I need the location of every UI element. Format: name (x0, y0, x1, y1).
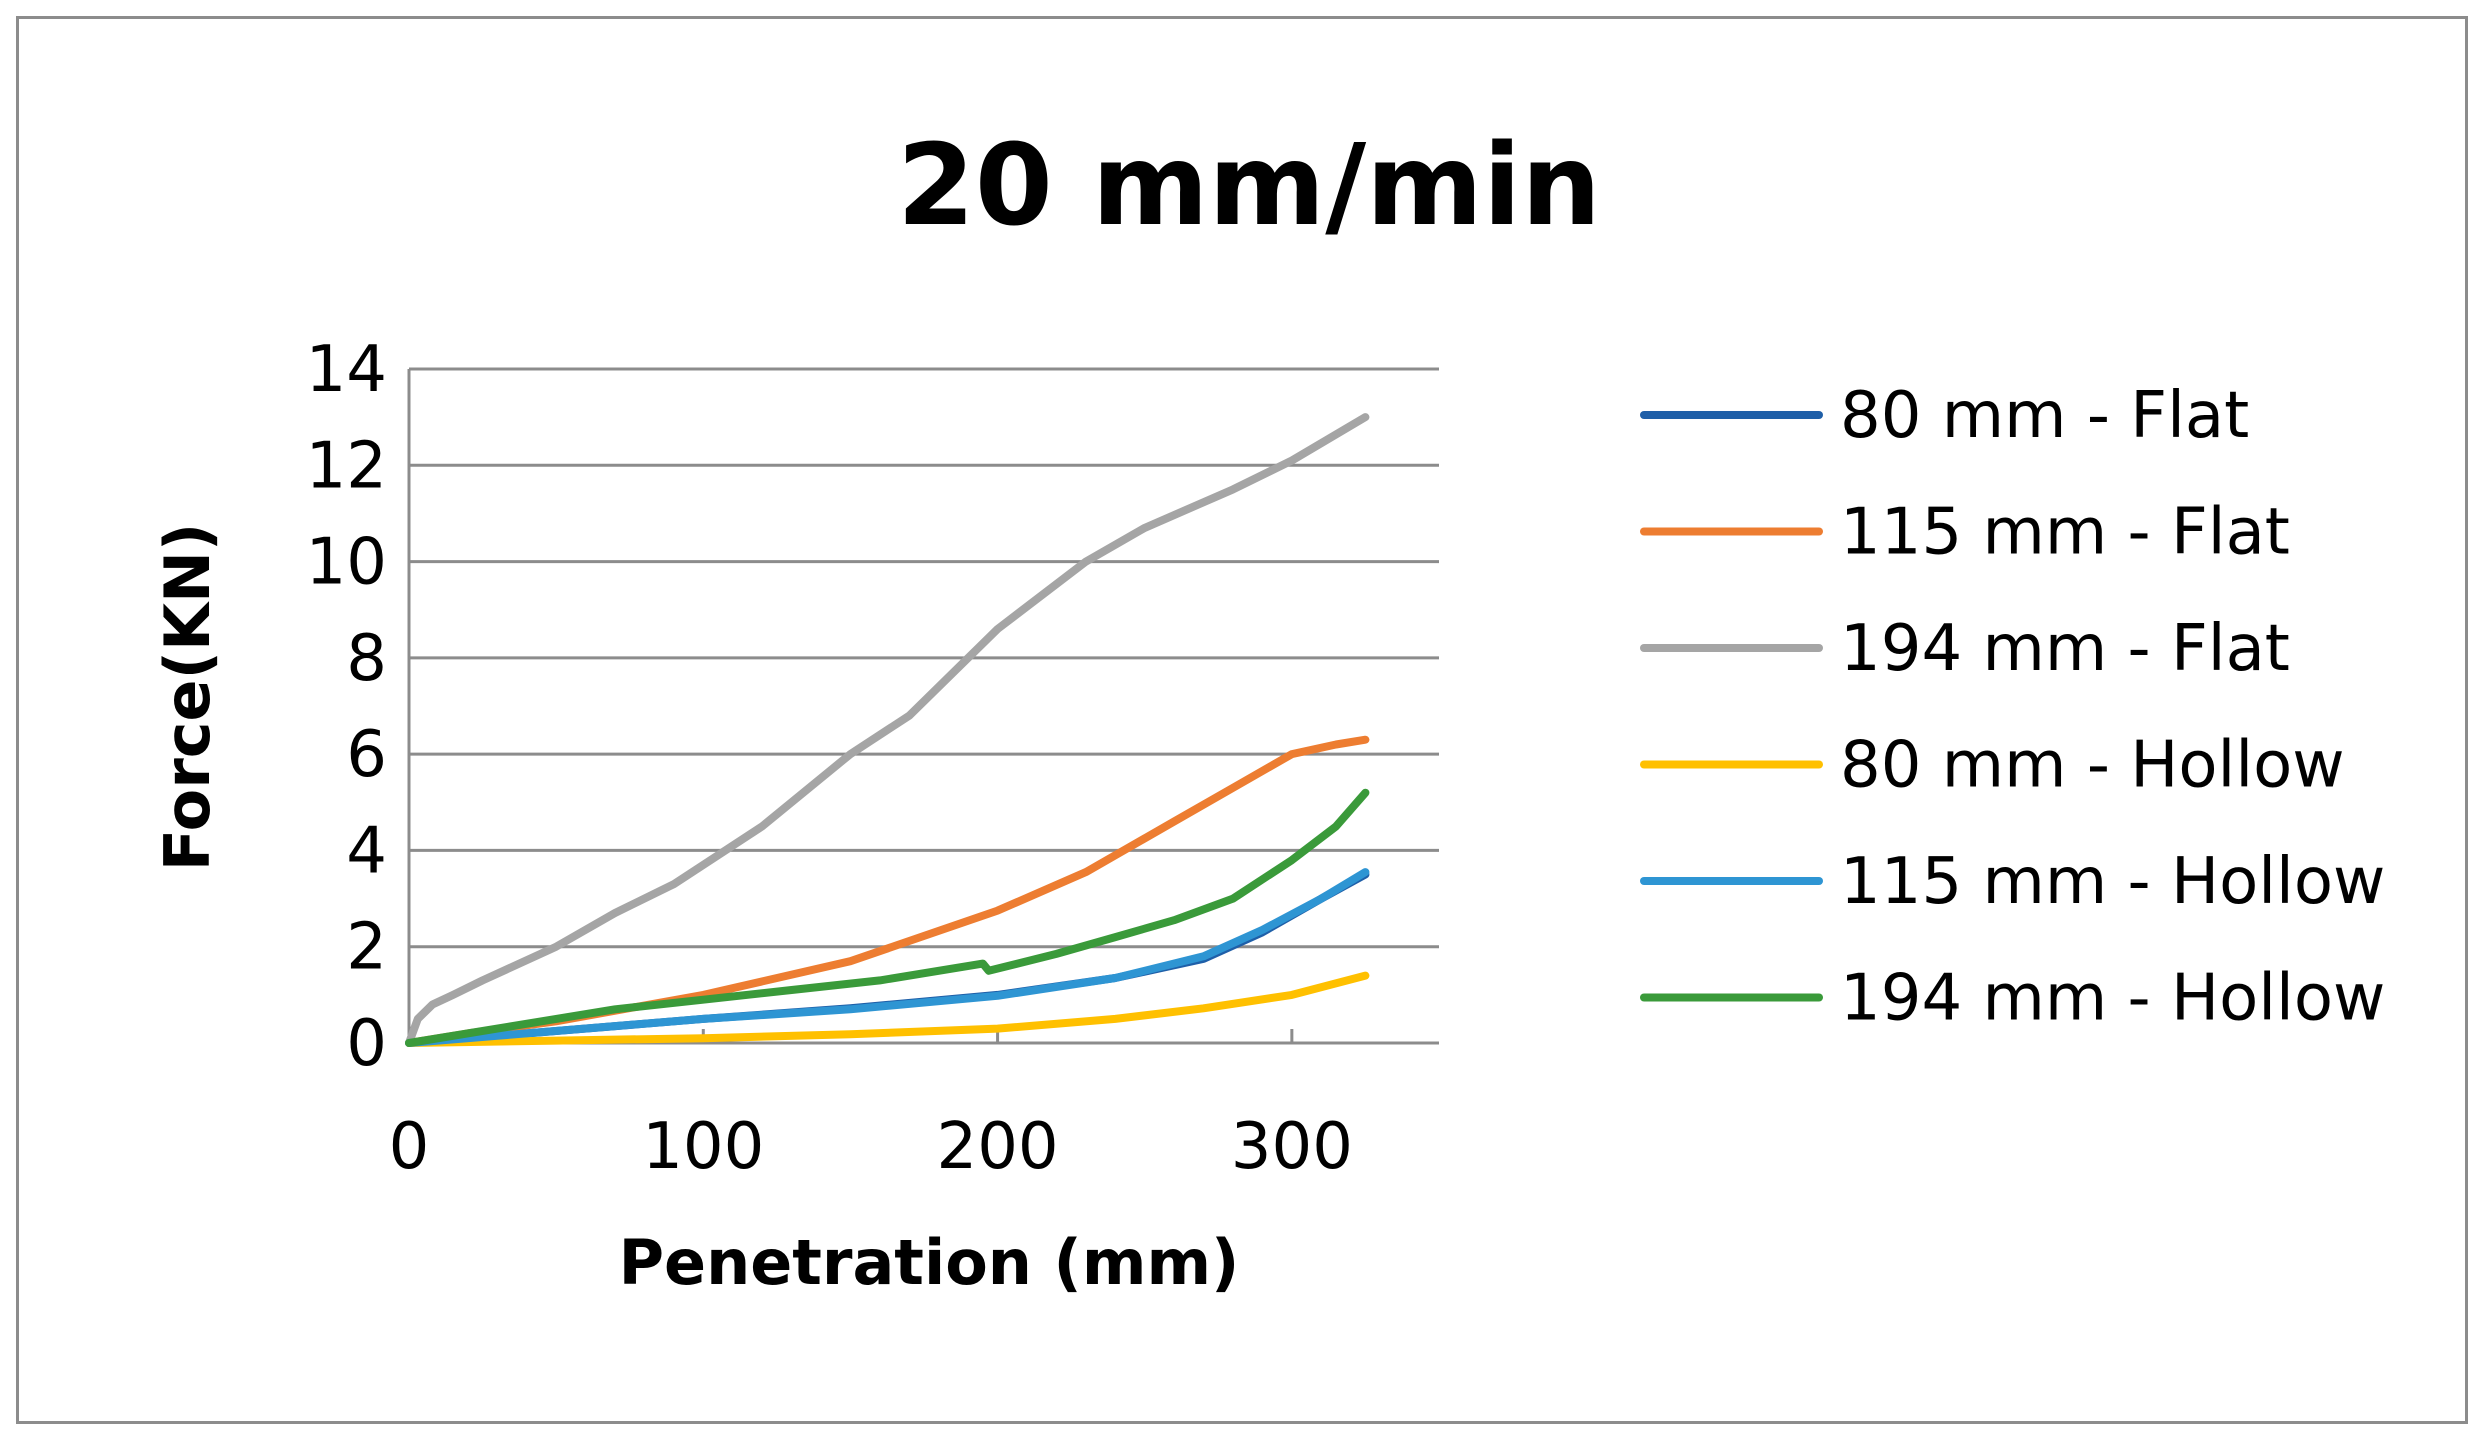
x-tick-label-300: 300 (1231, 1110, 1353, 1184)
legend: 80 mm - Flat 115 mm - Flat 194 mm - Flat 80… (1640, 379, 2385, 1036)
y-tick-label-12: 12 (306, 429, 387, 503)
y-tick-label-2: 2 (346, 911, 387, 985)
x-tick-label-0: 0 (389, 1110, 430, 1184)
y-tick-label-8: 8 (346, 622, 387, 696)
x-tick-label-200: 200 (936, 1110, 1058, 1184)
x-axis-title: Penetration (mm) (619, 1226, 1240, 1299)
legend-label-115-mm-flat: 115 mm - Flat (1840, 496, 2290, 570)
gridlines (409, 367, 1439, 949)
series-lines (405, 413, 1370, 1047)
chart-title: 20 mm/min (897, 121, 1601, 251)
y-tick-label-4: 4 (346, 814, 387, 888)
y-tick-label-10: 10 (306, 526, 387, 600)
legend-label-115-mm-hollow: 115 mm - Hollow (1840, 845, 2385, 919)
series-line-115-mm-hollow (405, 868, 1370, 1047)
series-line-115-mm-flat (405, 735, 1370, 1047)
legend-label-80-mm-flat: 80 mm - Flat (1840, 379, 2249, 453)
y-tick-label-6: 6 (346, 718, 387, 792)
series-line-194-mm-flat (405, 413, 1370, 1047)
legend-label-194-mm-flat: 194 mm - Flat (1840, 612, 2290, 686)
chart-frame: 20 mm/min 0 2 4 6 8 10 12 14 0 100 200 300 Penetrat… (16, 16, 2468, 1424)
series-line-80-mm-hollow (405, 971, 1370, 1047)
y-tick-label-14: 14 (306, 333, 387, 407)
legend-label-80-mm-hollow: 80 mm - Hollow (1840, 729, 2345, 803)
tick-labels: 0 2 4 6 8 10 12 14 0 100 200 300 (306, 333, 1353, 1184)
legend-label-194-mm-hollow: 194 mm - Hollow (1840, 962, 2385, 1036)
chart-canvas: 20 mm/min 0 2 4 6 8 10 12 14 0 100 200 300 Penetrat… (151, 121, 2385, 1299)
y-tick-label-0: 0 (346, 1007, 387, 1081)
x-tick-label-100: 100 (642, 1110, 764, 1184)
series-line-194-mm-hollow (405, 788, 1370, 1047)
y-axis-title: Force(KN) (151, 523, 224, 871)
